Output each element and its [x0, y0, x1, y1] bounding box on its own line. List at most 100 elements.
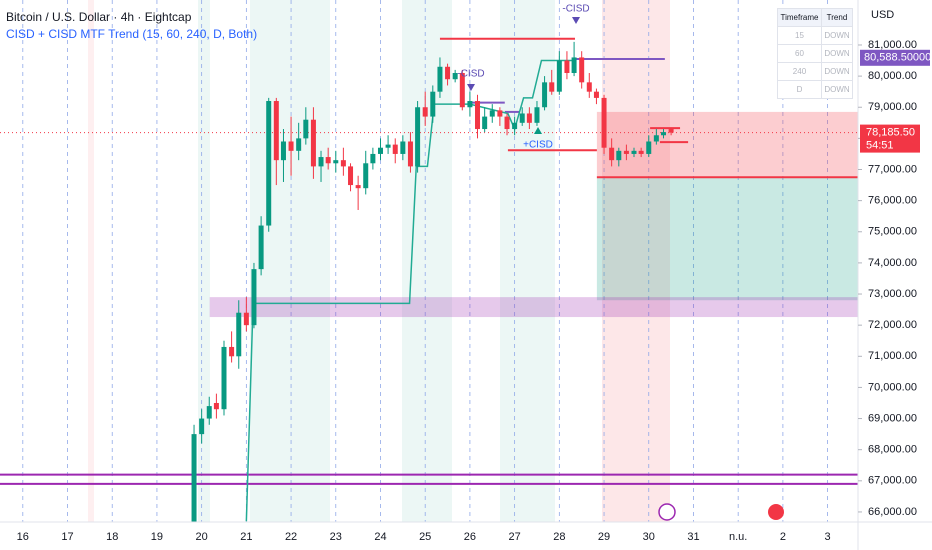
- table-cell: DOWN: [820, 26, 854, 45]
- x-tick-label: 17: [61, 531, 73, 543]
- table-cell: D: [777, 80, 822, 99]
- y-tick-label: 77,000.00: [868, 163, 917, 175]
- candle-body: [593, 91, 599, 98]
- table-header: Timeframe: [777, 8, 822, 27]
- candle-body: [273, 101, 279, 161]
- x-tick-label: 18: [106, 531, 118, 543]
- candle-body: [504, 116, 510, 130]
- event-icon[interactable]: [658, 503, 676, 521]
- x-tick-label: 19: [151, 531, 163, 543]
- zone: [596, 111, 858, 178]
- table-cell: DOWN: [820, 62, 854, 81]
- candle-body: [213, 402, 219, 410]
- candle-body: [280, 141, 286, 161]
- candle-body: [623, 150, 629, 154]
- y-tick-label: 69,000.00: [868, 412, 917, 424]
- table-cell: 60: [777, 44, 822, 63]
- candle-body: [325, 157, 331, 164]
- shade: [602, 0, 670, 522]
- candle-body: [310, 119, 316, 167]
- y-tick-label: 71,000.00: [868, 350, 917, 362]
- x-tick-label: 22: [285, 531, 297, 543]
- table-header: Trend: [820, 8, 854, 27]
- candle-body: [616, 150, 622, 161]
- indicator-price-box: [860, 49, 930, 66]
- candle-body: [385, 144, 391, 148]
- candle-body: [564, 60, 570, 74]
- table-cell: 240: [777, 62, 822, 81]
- candle-body: [653, 135, 659, 142]
- x-tick-label: 28: [553, 531, 565, 543]
- candle-body: [348, 166, 354, 186]
- candle-body: [318, 157, 324, 167]
- annotation: -CISD: [562, 4, 589, 15]
- candle-body: [333, 160, 339, 164]
- x-tick-label: 30: [643, 531, 655, 543]
- candle-body: [258, 225, 264, 270]
- candle-body: [482, 116, 488, 130]
- x-tick-label: 2: [780, 531, 786, 543]
- x-tick-label: 20: [196, 531, 208, 543]
- candle-body: [489, 110, 495, 117]
- candle-body: [571, 57, 577, 74]
- candle-body: [437, 66, 443, 92]
- table-cell: DOWN: [820, 44, 854, 63]
- shade: [500, 0, 555, 522]
- countdown: 54:51: [866, 140, 894, 152]
- last-price-label: 78,185.50: [866, 127, 915, 139]
- y-tick-label: 73,000.00: [868, 288, 917, 300]
- y-tick-label: 79,000.00: [868, 101, 917, 113]
- candle-body: [236, 312, 242, 357]
- candle-body: [445, 66, 451, 80]
- candle-body: [303, 119, 309, 139]
- candle-body: [609, 147, 615, 161]
- candle-body: [646, 141, 652, 154]
- candle-body: [638, 150, 644, 154]
- candle-body: [288, 141, 294, 151]
- candle-body: [586, 82, 592, 92]
- candle-body: [534, 107, 540, 123]
- trend-table: Timeframe Trend 15 DOWN 60 DOWN 240 DOWN D DO…: [777, 8, 854, 99]
- candle-body: [377, 147, 383, 154]
- candle-body: [519, 113, 525, 123]
- y-tick-label: 72,000.00: [868, 319, 917, 331]
- candle-body: [407, 141, 413, 167]
- candle-body: [370, 153, 376, 164]
- y-tick-label: 68,000.00: [868, 444, 917, 456]
- y-tick-label: 74,000.00: [868, 257, 917, 269]
- candle-body: [556, 60, 562, 92]
- shade: [402, 0, 452, 522]
- y-tick-label: 80,000.00: [868, 70, 917, 82]
- candle-body: [467, 101, 473, 108]
- annotation: +CISD: [523, 140, 553, 151]
- last-price-box: [860, 124, 920, 153]
- candle-body: [392, 144, 398, 154]
- candle-body: [549, 82, 555, 92]
- candle-body: [266, 101, 272, 226]
- candle-body: [229, 346, 235, 357]
- candle-body: [363, 163, 369, 189]
- candle-body: [631, 150, 637, 154]
- x-tick-label: 21: [240, 531, 252, 543]
- event-icon[interactable]: [768, 504, 784, 520]
- candle-body: [191, 434, 197, 528]
- y-tick-label: 75,000.00: [868, 226, 917, 238]
- candle-body: [199, 418, 205, 435]
- candle-body: [430, 91, 436, 117]
- shade: [198, 0, 210, 522]
- marker: [572, 17, 580, 24]
- candle-body: [296, 138, 302, 151]
- candle-body: [243, 312, 249, 326]
- shade: [88, 0, 94, 522]
- price-axis-bg: [858, 0, 932, 550]
- marker: [467, 84, 475, 91]
- chart-title: Bitcoin / U.S. Dollar · 4h · Eightcap: [6, 10, 192, 24]
- annotation: -CISD: [457, 69, 484, 80]
- candle-body: [340, 160, 346, 167]
- candle-body: [601, 97, 607, 148]
- candle-body: [221, 346, 227, 410]
- candle-body: [251, 269, 257, 326]
- candle-body: [206, 406, 212, 419]
- y-tick-label: 66,000.00: [868, 506, 917, 518]
- time-axis-bg: [0, 522, 858, 550]
